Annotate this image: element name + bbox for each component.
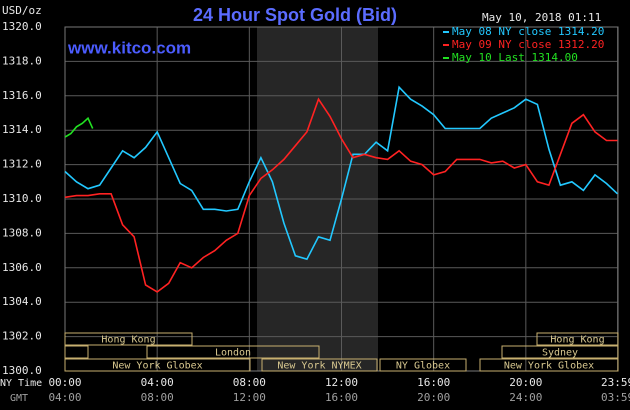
session-label: NY Globex (396, 361, 450, 372)
series-line (64, 85, 619, 261)
session-box (479, 358, 619, 372)
session-label: London (215, 348, 251, 359)
x-tick-label: 20:00 (509, 376, 542, 389)
x2-tick-label: 16:00 (325, 391, 358, 404)
series-line (64, 97, 618, 293)
x2-axis-label: GMT (10, 393, 28, 404)
x-tick-label: 23:59 (601, 376, 630, 389)
x2-tick-label: 12:00 (233, 391, 266, 404)
session-box (64, 332, 193, 346)
legend-label: May 10 Last 1314.00 (452, 51, 578, 64)
y-tick-label: 1320.0 (2, 20, 42, 33)
x-axis-label: NY Time (0, 378, 42, 389)
site-link[interactable]: www.kitco.com (67, 38, 191, 57)
y-axis-label: USD/oz (2, 4, 42, 17)
y-tick-label: 1318.0 (2, 54, 42, 67)
x-tick-label: 00:00 (48, 376, 81, 389)
y-tick-label: 1316.0 (2, 89, 42, 102)
session-box (536, 332, 619, 346)
y-tick-label: 1308.0 (2, 226, 42, 239)
y-tick-label: 1302.0 (2, 330, 42, 343)
y-tick-label: 1304.0 (2, 295, 42, 308)
session-label: Sydney (542, 348, 578, 359)
y-tick-label: 1314.0 (2, 123, 42, 136)
session-label: New York NYMEX (277, 361, 361, 372)
session-box (261, 358, 378, 372)
x2-tick-label: 24:00 (509, 391, 542, 404)
x-tick-label: 12:00 (325, 376, 358, 389)
series-line (64, 116, 94, 138)
x2-tick-label: 03:59 (601, 391, 630, 404)
x-tick-label: 08:00 (233, 376, 266, 389)
session-label: New York Globex (504, 361, 594, 372)
session-box (146, 345, 320, 359)
session-box (64, 358, 251, 372)
chart-title: 24 Hour Spot Gold (Bid) (193, 5, 397, 25)
x2-tick-label: 08:00 (141, 391, 174, 404)
timestamp: May 10, 2018 01:11 (482, 11, 601, 24)
y-tick-label: 1300.0 (2, 364, 42, 377)
session-box (379, 358, 467, 372)
x2-tick-label: 20:00 (417, 391, 450, 404)
legend-label: May 08 NY close 1314.20 (452, 25, 604, 38)
session-box (64, 345, 89, 359)
session-box (501, 345, 619, 359)
x-tick-label: 04:00 (141, 376, 174, 389)
session-label: New York Globex (112, 361, 202, 372)
legend-label: May 09 NY close 1312.20 (452, 38, 604, 51)
y-tick-label: 1312.0 (2, 158, 42, 171)
x2-tick-label: 04:00 (48, 391, 81, 404)
y-tick-label: 1306.0 (2, 261, 42, 274)
x-tick-label: 16:00 (417, 376, 450, 389)
session-label: Hong Kong (550, 335, 604, 346)
y-tick-label: 1310.0 (2, 192, 42, 205)
session-label: Hong Kong (101, 335, 155, 346)
